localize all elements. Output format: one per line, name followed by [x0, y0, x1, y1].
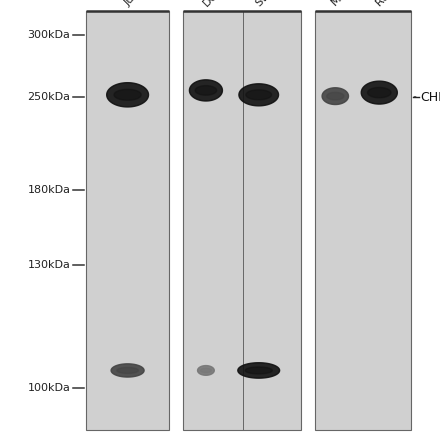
Text: 130kDa: 130kDa: [28, 260, 70, 269]
Text: SW620: SW620: [254, 0, 289, 8]
Polygon shape: [361, 81, 397, 104]
Polygon shape: [190, 80, 223, 101]
Text: 180kDa: 180kDa: [27, 185, 70, 194]
Polygon shape: [114, 90, 141, 100]
Text: CHD2: CHD2: [420, 90, 440, 104]
Bar: [183, 11, 301, 430]
Polygon shape: [195, 86, 216, 95]
Bar: [86, 11, 169, 430]
Polygon shape: [111, 364, 144, 377]
Polygon shape: [198, 366, 214, 375]
Text: Rat brain: Rat brain: [374, 0, 418, 8]
Text: Mouse lung: Mouse lung: [330, 0, 383, 8]
Polygon shape: [238, 363, 280, 378]
Text: 250kDa: 250kDa: [27, 92, 70, 102]
Polygon shape: [326, 92, 344, 100]
Polygon shape: [107, 83, 148, 107]
Polygon shape: [117, 367, 138, 374]
Polygon shape: [246, 90, 271, 100]
Polygon shape: [322, 88, 348, 105]
Text: 100kDa: 100kDa: [28, 383, 70, 393]
Polygon shape: [201, 368, 211, 373]
Text: DU145: DU145: [201, 0, 235, 8]
Bar: [315, 11, 411, 430]
Polygon shape: [367, 87, 391, 98]
Polygon shape: [245, 367, 272, 374]
Text: Jurkat: Jurkat: [123, 0, 153, 8]
Text: 300kDa: 300kDa: [28, 30, 70, 40]
Polygon shape: [239, 84, 279, 106]
